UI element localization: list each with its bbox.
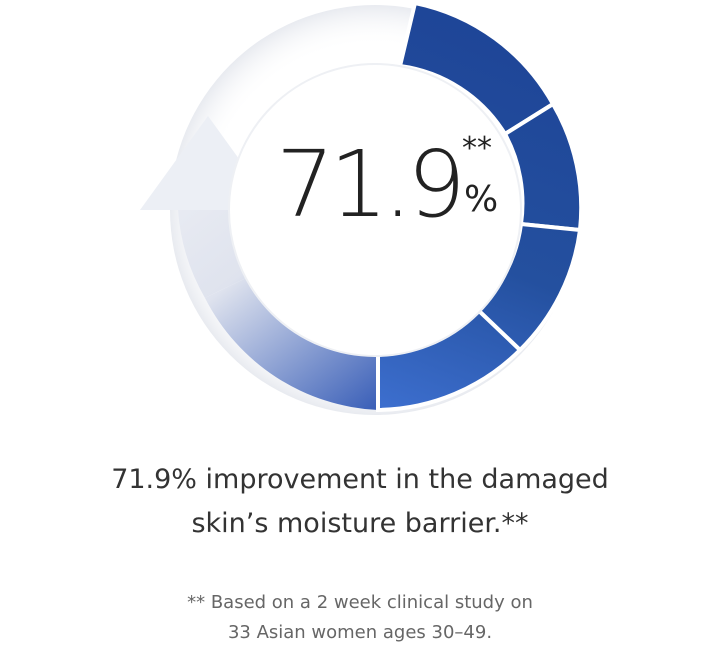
stat-figure: 71.9 ** % — [276, 130, 526, 240]
headline: 71.9% improvement in the damaged skin’s … — [60, 458, 660, 546]
stat-footnote-marker: ** — [462, 131, 492, 166]
headline-line-1: 71.9% improvement in the damaged — [111, 464, 609, 495]
footnote-line-1: ** Based on a 2 week clinical study on — [187, 592, 533, 613]
progress-ring — [140, 3, 582, 415]
footnote-line-2: 33 Asian women ages 30–49. — [227, 622, 493, 643]
headline-line-2: skin’s moisture barrier.** — [191, 508, 529, 539]
progress-graphic: 71.9 ** % — [140, 3, 582, 415]
ring-arrow-tail — [205, 272, 378, 410]
footnote: ** Based on a 2 week clinical study on 3… — [110, 588, 610, 648]
stat-unit: % — [464, 179, 499, 220]
ring-center — [229, 64, 521, 356]
stat-value: 71.9 — [276, 131, 466, 238]
ring-center-edge — [228, 63, 522, 357]
